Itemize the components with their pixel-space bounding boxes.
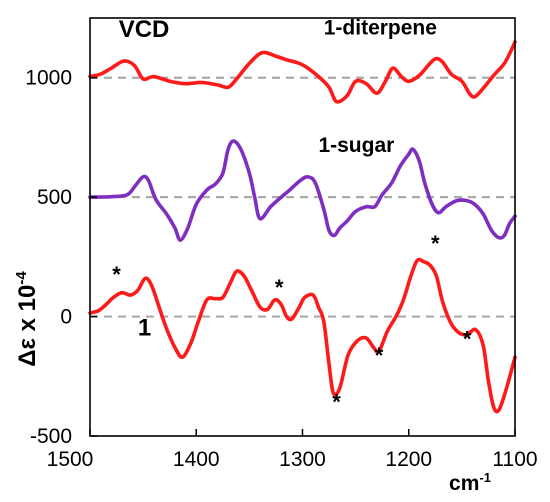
x-tick-label-1500: 1500 [47, 448, 94, 471]
x-axis-label: cm-1 [449, 470, 491, 495]
y-tick-label--500: -500 [30, 425, 72, 448]
asterisk-annotation-5: * [463, 326, 472, 351]
y-axis-label: Δε x 10-4 [13, 271, 41, 367]
asterisk-annotation-3: * [375, 343, 384, 368]
chart-label-2: 1-sugar [318, 134, 394, 157]
x-label-base: cm [449, 472, 479, 495]
chart-label-0: VCD [119, 16, 170, 43]
y-axis-label-text: Δε x 10-4 [13, 271, 41, 367]
y-tick-label-500: 500 [37, 186, 72, 209]
y-tick-label-0: 0 [60, 306, 72, 329]
series-line-0 [88, 40, 517, 104]
annotations: * * * * * * [112, 231, 472, 415]
asterisk-annotation-1: * [275, 275, 284, 300]
x-tick-label-1400: 1400 [173, 448, 220, 471]
ticks: 1500 1400 1300 1200 1100 -500 0 500 1000 [25, 67, 537, 471]
plot-frame [89, 17, 516, 437]
series-group [88, 40, 517, 414]
y-label-base: Δε x 10 [14, 285, 41, 367]
asterisk-annotation-0: * [112, 262, 121, 287]
y-label-exponent: -4 [13, 271, 30, 285]
y-tick-label-1000: 1000 [25, 67, 72, 90]
chart-label-3: 1 [138, 315, 151, 342]
x-tick-label-1300: 1300 [279, 448, 326, 471]
chart-label-1: 1-diterpene [324, 17, 437, 40]
x-tick-label-1200: 1200 [385, 448, 432, 471]
asterisk-annotation-4: * [431, 231, 440, 256]
series-line-1 [88, 139, 517, 242]
x-tick-label-1100: 1100 [492, 448, 537, 471]
series-labels: VCD 1-diterpene 1-sugar 1 [119, 16, 437, 342]
x-label-exponent: -1 [479, 470, 491, 485]
asterisk-annotation-2: * [332, 390, 341, 415]
series-line-2 [88, 257, 517, 414]
